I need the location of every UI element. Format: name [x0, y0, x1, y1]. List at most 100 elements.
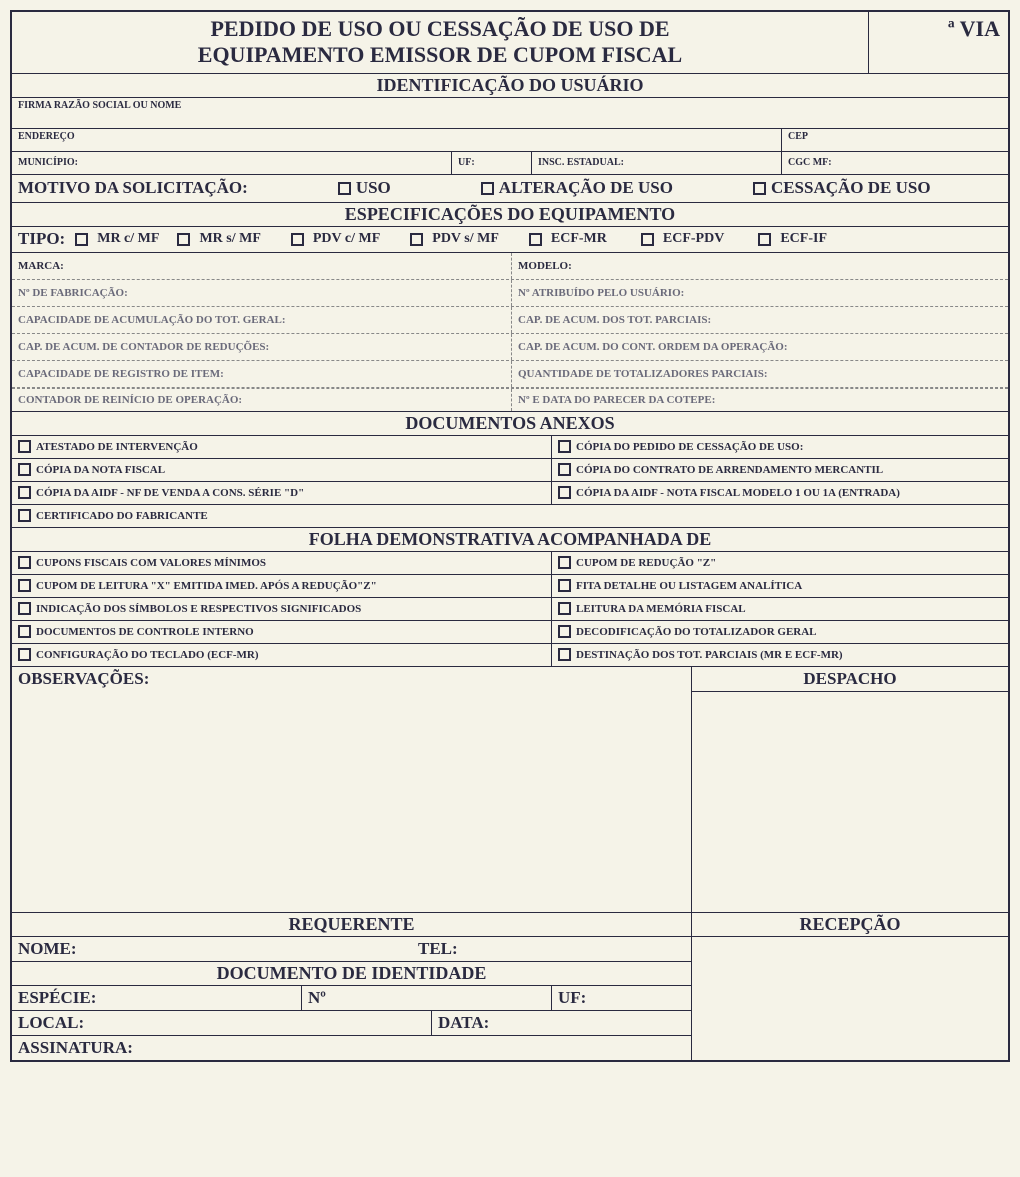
tipo-3: PDV s/ MF [432, 231, 499, 247]
capreg-row: CAPACIDADE DE REGISTRO DE ITEM: QUANTIDA… [12, 361, 1008, 388]
folha-r4: DESTINAÇÃO DOS TOT. PARCIAIS (MR E ECF-M… [576, 649, 843, 661]
folha-l0: CUPONS FISCAIS COM VALORES MÍNIMOS [36, 557, 266, 569]
folha-row-3: DOCUMENTOS DE CONTROLE INTERNO DECODIFIC… [12, 621, 1008, 644]
docs-cb-r1[interactable] [558, 463, 571, 476]
tipo-0: MR c/ MF [97, 231, 159, 247]
folha-cb-r0[interactable] [558, 556, 571, 569]
title-line2: EQUIPAMENTO EMISSOR DE CUPOM FISCAL [198, 42, 682, 67]
docs-cb-l1[interactable] [18, 463, 31, 476]
folha-r0: CUPOM DE REDUÇÃO "Z" [576, 557, 716, 569]
obs-label: OBSERVAÇÕES: [12, 667, 691, 691]
despacho-area[interactable] [692, 692, 1008, 912]
ufreq-label: UF: [558, 988, 586, 1008]
folha-cb-r2[interactable] [558, 602, 571, 615]
docs-row-1: CÓPIA DA NOTA FISCAL CÓPIA DO CONTRATO D… [12, 459, 1008, 482]
nome-label: NOME: [18, 939, 77, 959]
alteracao-checkbox[interactable] [481, 182, 494, 195]
folha-r3: DECODIFICAÇÃO DO TOTALIZADOR GERAL [576, 626, 817, 638]
folha-l3: DOCUMENTOS DE CONTROLE INTERNO [36, 626, 254, 638]
tipo-5: ECF-PDV [663, 231, 724, 247]
cessacao-checkbox[interactable] [753, 182, 766, 195]
tipo-2: PDV c/ MF [313, 231, 380, 247]
cessacao-label: CESSAÇÃO DE USO [771, 178, 931, 198]
folha-r1: FITA DETALHE OU LISTAGEM ANALÍTICA [576, 580, 802, 592]
motivo-row: MOTIVO DA SOLICITAÇÃO: USO ALTERAÇÃO DE … [12, 175, 1008, 203]
form-title: PEDIDO DE USO OU CESSAÇÃO DE USO DE EQUI… [12, 12, 868, 73]
modelo-label: MODELO: [518, 260, 572, 272]
title-line1: PEDIDO DE USO OU CESSAÇÃO DE USO DE [210, 16, 669, 41]
folha-cb-r1[interactable] [558, 579, 571, 592]
docs-cb-r0[interactable] [558, 440, 571, 453]
uso-checkbox[interactable] [338, 182, 351, 195]
title-row: PEDIDO DE USO OU CESSAÇÃO DE USO DE EQUI… [12, 12, 1008, 74]
municipio-label: MUNICÍPIO: [18, 157, 78, 168]
nome-row: NOME: TEL: [12, 937, 691, 962]
contreini-row: CONTADOR DE REINÍCIO DE OPERAÇÃO: Nº E D… [12, 388, 1008, 412]
tipo-cb-5[interactable] [641, 233, 654, 246]
docs-cb-l0[interactable] [18, 440, 31, 453]
especie-row: ESPÉCIE: Nº UF: [12, 986, 691, 1011]
folha-l1: CUPOM DE LEITURA "X" EMITIDA IMED. APÓS … [36, 580, 377, 592]
tipo-cb-6[interactable] [758, 233, 771, 246]
parecer-label: Nº E DATA DO PARECER DA COTEPE: [518, 394, 715, 406]
tel-label: TEL: [418, 939, 458, 959]
obs-block: OBSERVAÇÕES: DESPACHO [12, 667, 1008, 913]
nfab-row: Nº DE FABRICAÇÃO: Nº ATRIBUÍDO PELO USUÁ… [12, 280, 1008, 307]
folha-l4: CONFIGURAÇÃO DO TECLADO (ECF-MR) [36, 649, 259, 661]
tipo-cb-1[interactable] [177, 233, 190, 246]
qtdtot-label: QUANTIDADE DE TOTALIZADORES PARCIAIS: [518, 368, 767, 380]
tipo-cb-0[interactable] [75, 233, 88, 246]
folha-section-header: FOLHA DEMONSTRATIVA ACOMPANHADA DE [12, 528, 1008, 552]
firma-label: FIRMA RAZÃO SOCIAL OU NOME [18, 100, 181, 111]
req-section-header: REQUERENTE [12, 913, 691, 937]
folha-cb-r3[interactable] [558, 625, 571, 638]
assinatura-row: ASSINATURA: [12, 1036, 691, 1060]
docs-cb-l3[interactable] [18, 509, 31, 522]
folha-cb-l0[interactable] [18, 556, 31, 569]
tipo-label: TIPO: [18, 229, 65, 249]
insc-label: INSC. ESTADUAL: [538, 157, 624, 168]
espec-section-header: ESPECIFICAÇÕES DO EQUIPAMENTO [12, 203, 1008, 227]
docs-l2: CÓPIA DA AIDF - NF DE VENDA A CONS. SÉRI… [36, 487, 304, 499]
docs-r1: CÓPIA DO CONTRATO DE ARRENDAMENTO MERCAN… [576, 464, 883, 476]
tipo-row: TIPO: MR c/ MF MR s/ MF PDV c/ MF PDV s/… [12, 227, 1008, 253]
folha-cb-l2[interactable] [18, 602, 31, 615]
folha-l2: INDICAÇÃO DOS SÍMBOLOS E RESPECTIVOS SIG… [36, 603, 361, 615]
obs-area[interactable] [12, 691, 691, 911]
folha-cb-l1[interactable] [18, 579, 31, 592]
docs-row-3: CERTIFICADO DO FABRICANTE [12, 505, 1008, 528]
folha-row-2: INDICAÇÃO DOS SÍMBOLOS E RESPECTIVOS SIG… [12, 598, 1008, 621]
capcontred-label: CAP. DE ACUM. DE CONTADOR DE REDUÇÕES: [18, 341, 269, 353]
tipo-cb-4[interactable] [529, 233, 542, 246]
endereco-label: ENDEREÇO [18, 131, 75, 142]
tipo-cb-3[interactable] [410, 233, 423, 246]
folha-cb-l3[interactable] [18, 625, 31, 638]
recepcao-header: RECEPÇÃO [692, 913, 1008, 937]
firma-row: FIRMA RAZÃO SOCIAL OU NOME [12, 98, 1008, 129]
captot-row: CAPACIDADE DE ACUMULAÇÃO DO TOT. GERAL: … [12, 307, 1008, 334]
capparc-label: CAP. DE ACUM. DOS TOT. PARCIAIS: [518, 314, 711, 326]
natrib-label: Nº ATRIBUÍDO PELO USUÁRIO: [518, 287, 684, 299]
docs-row-2: CÓPIA DA AIDF - NF DE VENDA A CONS. SÉRI… [12, 482, 1008, 505]
folha-row-4: CONFIGURAÇÃO DO TECLADO (ECF-MR) DESTINA… [12, 644, 1008, 667]
folha-cb-r4[interactable] [558, 648, 571, 661]
docs-cb-r2[interactable] [558, 486, 571, 499]
tipo-1: MR s/ MF [199, 231, 260, 247]
contreini-label: CONTADOR DE REINÍCIO DE OPERAÇÃO: [18, 394, 242, 406]
folha-cb-l4[interactable] [18, 648, 31, 661]
docs-l0: ATESTADO DE INTERVENÇÃO [36, 441, 198, 453]
docs-cb-l2[interactable] [18, 486, 31, 499]
docs-section-header: DOCUMENTOS ANEXOS [12, 412, 1008, 436]
via-box: ª VIA [868, 12, 1008, 73]
numero-label: Nº [308, 988, 326, 1008]
despacho-label: DESPACHO [692, 667, 1008, 692]
tipo-cb-2[interactable] [291, 233, 304, 246]
docs-r2: CÓPIA DA AIDF - NOTA FISCAL MODELO 1 OU … [576, 487, 900, 499]
folha-row-1: CUPOM DE LEITURA "X" EMITIDA IMED. APÓS … [12, 575, 1008, 598]
uso-label: USO [356, 178, 391, 198]
recepcao-area[interactable] [692, 937, 1008, 1058]
capcont-row: CAP. DE ACUM. DE CONTADOR DE REDUÇÕES: C… [12, 334, 1008, 361]
capreg-label: CAPACIDADE DE REGISTRO DE ITEM: [18, 368, 224, 380]
motivo-label: MOTIVO DA SOLICITAÇÃO: [18, 178, 248, 198]
marca-row: MARCA: MODELO: [12, 253, 1008, 280]
